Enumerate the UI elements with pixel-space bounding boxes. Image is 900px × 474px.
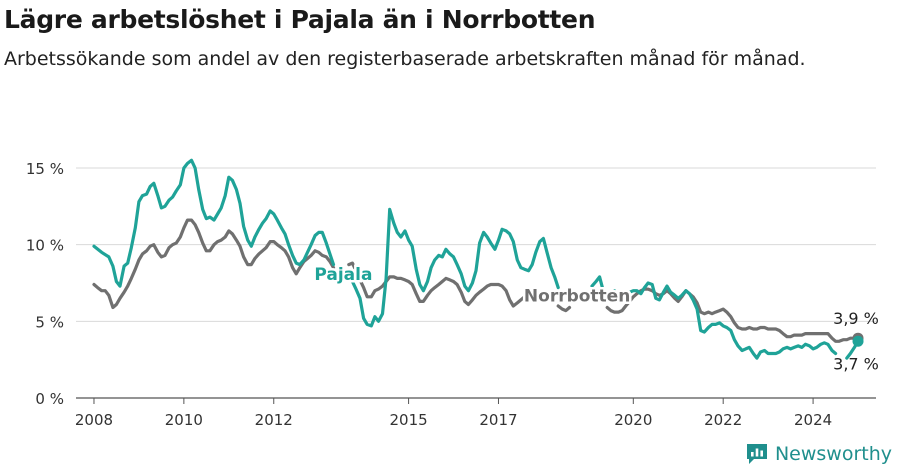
chart-subtitle: Arbetssökande som andel av den registerb… [4, 48, 806, 70]
y-tick-label: 0 % [35, 390, 64, 408]
series-line-norrbotten [556, 304, 572, 313]
x-tick-label: 2010 [165, 411, 203, 429]
series-line-pajala [92, 158, 336, 288]
series-line-norrbotten [92, 218, 336, 310]
x-tick-label: 2012 [255, 411, 293, 429]
x-tick-label: 2022 [704, 411, 742, 429]
x-tick-label: 2015 [389, 411, 427, 429]
end-label-pajala: 3,7 % [833, 354, 879, 373]
newsworthy-logo[interactable]: Newsworthy [745, 440, 892, 468]
x-tick-label: 2017 [479, 411, 517, 429]
series-labels: 3,9 % 3,7 % Pajala Norrbotten [312, 262, 879, 373]
y-tick-label: 15 % [26, 160, 64, 178]
series-line-norrbotten [605, 287, 860, 343]
x-tick-label: 2020 [614, 411, 652, 429]
x-tick-label: 2024 [794, 411, 832, 429]
series-label-pajala: Pajala [314, 265, 372, 285]
y-tick-label: 5 % [35, 313, 64, 331]
y-tick-label: 10 % [26, 237, 64, 255]
series-lines [92, 158, 864, 360]
x-tick-label: 2008 [75, 411, 113, 429]
series-line-norrbotten [347, 261, 531, 308]
end-label-norrbotten: 3,9 % [833, 309, 879, 328]
newsworthy-brand-name: Newsworthy [774, 443, 892, 465]
chart-title: Lägre arbetslöshet i Pajala än i Norrbot… [4, 5, 596, 34]
series-line-pajala [590, 275, 838, 360]
grid-lines [76, 167, 876, 322]
series-line-pajala [350, 207, 560, 328]
axes: 0 % 5 % 10 % 15 % 2008 2010 2012 2015 2017 2020 20… [26, 160, 876, 429]
end-point-pajala [852, 335, 864, 347]
series-label-norrbotten: Norrbotten [524, 286, 630, 306]
newsworthy-logo-icon [746, 444, 767, 464]
